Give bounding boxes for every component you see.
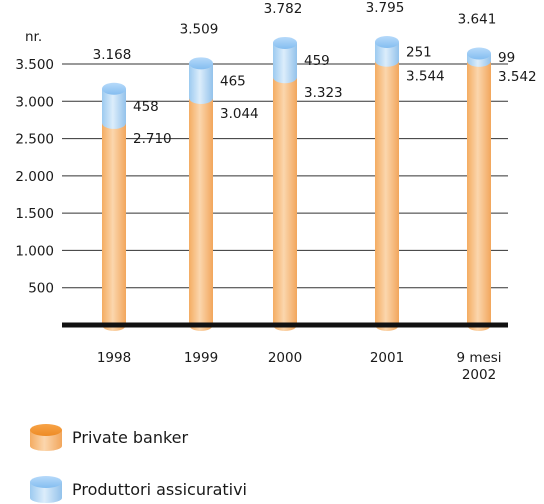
legend-swatch-private-banker [30,424,62,451]
value-label-produttori-assicurativi: 99 [498,50,515,66]
legend-label-private-banker: Private banker [72,427,189,447]
legend-item-produttori-assicurativi: Produttori assicurativi [28,474,247,504]
legend-item-private-banker: Private banker [28,422,188,452]
axis: nr. 500 1.000 1.500 2.000 2.500 3.000 3.500 1998… [15,29,508,383]
y-tick-label: 3.500 [15,57,54,73]
bar-top [467,47,491,60]
value-label-private-banker: 3.044 [220,106,259,122]
bar-private-banker [375,60,399,325]
value-label-private-banker: 3.542 [498,69,537,85]
bar-private-banker [102,122,126,325]
x-tick-label: 1998 [97,350,131,366]
bar-segment-join [375,54,399,67]
total-label: 3.641 [458,11,497,27]
bar-private-banker [189,98,213,325]
value-label-produttori-assicurativi: 459 [304,53,330,69]
bar-top [189,57,213,70]
value-label-produttori-assicurativi: 251 [406,44,432,60]
value-label-produttori-assicurativi: 465 [220,74,246,90]
y-tick-label: 1.500 [15,206,54,222]
bar-top [375,36,399,49]
value-label-produttori-assicurativi: 458 [133,99,159,115]
x-tick-label: 2000 [268,350,302,366]
bar-top [102,82,126,95]
bar-segment-join [189,92,213,105]
y-tick-label: 1.000 [15,243,54,259]
bar-segment-join [102,116,126,129]
value-label-private-banker: 3.323 [304,85,343,101]
legend-label-produttori-assicurativi: Produttori assicurativi [72,479,247,499]
total-label: 3.795 [366,0,405,16]
total-label: 3.168 [93,47,132,63]
y-axis-label: nr. [25,29,42,45]
value-label-private-banker: 2.710 [133,131,172,147]
x-tick-label: 2001 [370,350,404,366]
total-label: 3.782 [264,1,303,17]
bar-top [273,36,297,49]
x-axis-baseline [62,322,508,328]
y-tick-label: 3.000 [15,94,54,110]
y-tick-label: 500 [28,281,54,297]
bar-segment-join [273,71,297,84]
data-labels: 3.168 458 2.710 3.509 465 3.044 3.782 459 3.323 3… [93,0,537,147]
bar-private-banker [273,77,297,325]
total-label: 3.509 [180,21,219,37]
y-tick-label: 2.000 [15,169,54,185]
x-tick-label: 9 mesi 2002 [456,350,501,383]
bar-private-banker [467,60,491,325]
y-tick-label: 2.500 [15,132,54,148]
value-label-private-banker: 3.544 [406,69,445,85]
bars [102,36,491,331]
legend-swatch-produttori-assicurativi [30,476,62,503]
x-tick-label: 1999 [184,350,218,366]
